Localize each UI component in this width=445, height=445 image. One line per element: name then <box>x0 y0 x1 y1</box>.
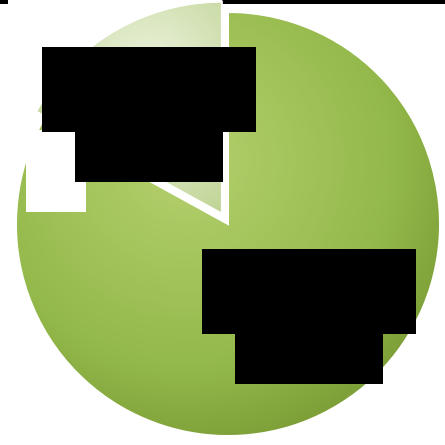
label-box-title-0 <box>42 47 256 132</box>
top-border-right <box>222 0 445 4</box>
top-border-left <box>0 0 8 4</box>
slice-label-1: 副生料 <box>255 274 363 315</box>
slice-value-label-1: 83% <box>268 334 349 374</box>
label-box-value-1 <box>235 318 383 384</box>
label-group-1: 副生料 83% <box>202 249 416 384</box>
label-box-value-0 <box>75 118 223 182</box>
slice-value-label-0: 17% <box>108 132 189 172</box>
label-group-0: 廃棄物 17% <box>42 47 256 182</box>
slice-label-0: 廃棄物 <box>95 67 203 108</box>
